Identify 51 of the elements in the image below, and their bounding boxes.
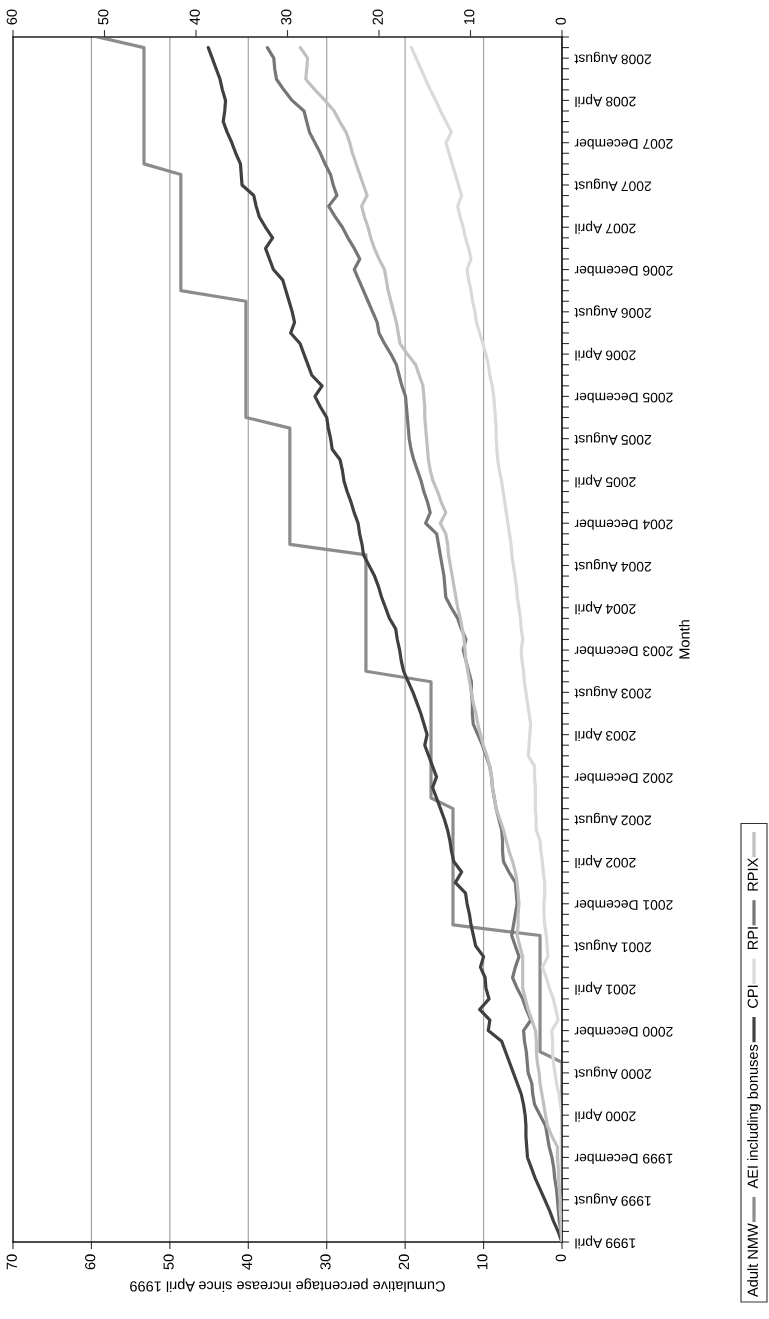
y-tick-label: 2004 December [574,519,673,530]
y-tick-label: 1999 December [574,1153,673,1164]
y-tick-label: 2001 April [575,981,636,995]
y-tick-label: 2002 December [574,773,673,784]
y-tick-label: 2007 December [574,138,673,150]
x-tick-label: 0 [555,1254,566,1262]
x2-tick-label: 30 [281,9,292,25]
y-tick-label: 2005 April [575,474,636,488]
y-tick-label: 2001 August [574,939,652,953]
y-tick-label: 2006 August [574,305,652,318]
y-tick-label: 1999 April [575,1235,636,1249]
y-tick-label: 2006 December [574,265,673,277]
x-tick-label: 20 [398,1254,410,1270]
y-tick-label: 2007 August [574,178,652,192]
y-tick-label: 2003 April [575,728,636,742]
y-tick-label: 2003 December [574,646,673,657]
legend-label: CPI [747,985,758,1008]
y-tick-label: 2007 April [575,220,636,234]
x2-tick-label: 10 [464,9,475,25]
y-tick-label: 2005 August [574,432,652,445]
y-tick-label: 2000 December [574,1026,673,1038]
y-tick-label: 2001 December [574,900,673,911]
x2-tick-label: 40 [189,9,200,25]
x-tick-label: 30 [320,1254,331,1270]
y-tick-label: 2002 April [575,855,636,868]
y-tick-label: 2004 August [574,559,652,572]
x2-tick-label: 60 [6,9,17,25]
x2-tick-label: 50 [98,9,109,25]
y-tick-label: 2006 April [575,347,636,361]
y-tick-label: 2008 April [575,93,636,107]
x-axis-title: Cumulative percentage increase since April 1999 [130,1278,445,1292]
x-tick-label: 50 [163,1254,174,1270]
x-tick-label: 70 [6,1254,17,1270]
y-tick-label: 1999 August [574,1193,651,1206]
x2-tick-label: 0 [555,17,566,25]
legend-label: AEI including bonuses [747,1044,761,1189]
y-tick-label: 2005 December [574,392,673,403]
y-tick-label: 2000 August [574,1066,652,1079]
x-tick-label: 60 [85,1254,96,1270]
y-tick-label: 2004 April [575,601,636,615]
y-tick-label: 2003 August [574,685,652,699]
legend-label: RPI [747,927,758,950]
legend-label: RPIX [747,858,758,891]
x2-tick-label: 20 [372,9,383,25]
legend-label: Adult NMW [747,1223,758,1297]
x-tick-label: 40 [241,1254,253,1270]
x-tick-label: 10 [477,1254,488,1269]
y-axis-title: Month [678,620,690,659]
y-tick-label: 2002 August [574,812,652,826]
y-tick-label: 2000 April [575,1108,636,1122]
y-tick-label: 2008 August [574,51,652,65]
